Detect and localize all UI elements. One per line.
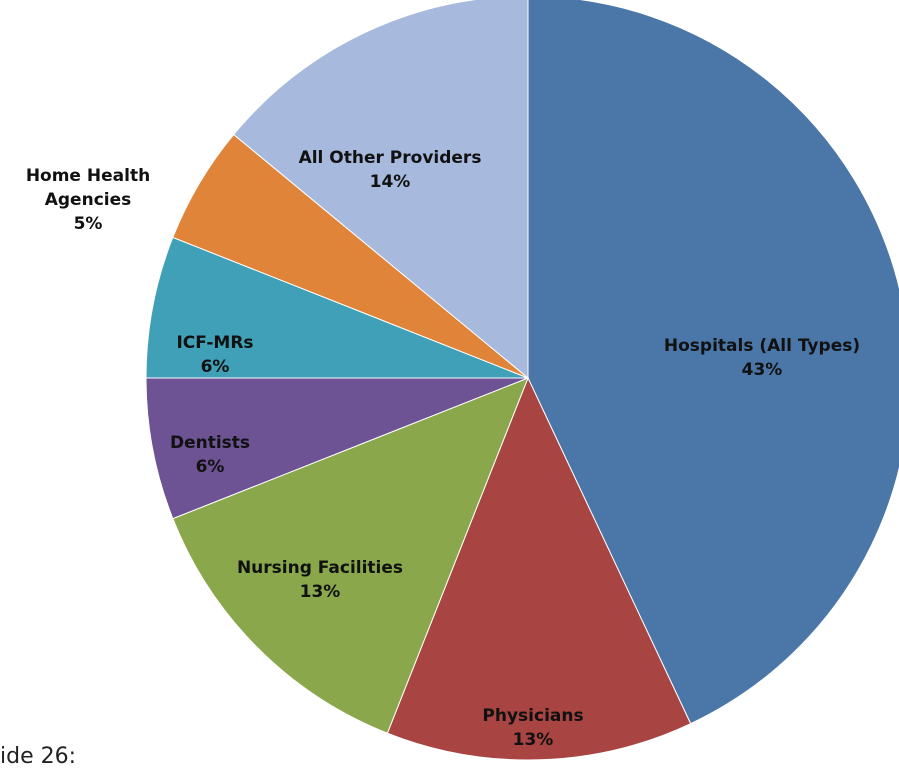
slice-label: Dentists 6%: [130, 431, 290, 479]
slice-percent: 14%: [369, 172, 411, 192]
slice-label: Nursing Facilities 13%: [190, 556, 450, 604]
pie-slice: [145, 377, 529, 520]
pie-slice: [527, 0, 899, 725]
slice-label: Home Health Agencies 5%: [13, 164, 163, 236]
slice-percent: 6%: [195, 457, 225, 477]
slice-name: Hospitals (All Types): [663, 336, 861, 356]
slice-label: ICF-MRs 6%: [135, 331, 295, 379]
pie-slice: [145, 236, 529, 379]
slice-label: Hospitals (All Types) 43%: [612, 334, 899, 382]
slice-name: ICF-MRs: [176, 333, 254, 353]
pie-slice: [232, 0, 529, 380]
slice-label: All Other Providers 14%: [240, 146, 540, 194]
slide-note: ide 26:: [0, 744, 77, 769]
slice-label: Physicians 13%: [433, 704, 633, 752]
slice-name: Home Health Agencies: [25, 166, 151, 210]
pie-slice: [386, 376, 692, 761]
slice-name: Nursing Facilities: [236, 558, 404, 578]
slice-percent: 43%: [741, 360, 783, 380]
slice-percent: 5%: [73, 214, 103, 234]
slice-percent: 6%: [200, 357, 230, 377]
slice-name: Dentists: [169, 433, 251, 453]
slice-name: All Other Providers: [298, 148, 482, 168]
slice-percent: 13%: [299, 582, 341, 602]
slice-name: Physicians: [482, 706, 584, 726]
pie-slice: [172, 377, 529, 734]
slice-percent: 13%: [512, 730, 554, 750]
